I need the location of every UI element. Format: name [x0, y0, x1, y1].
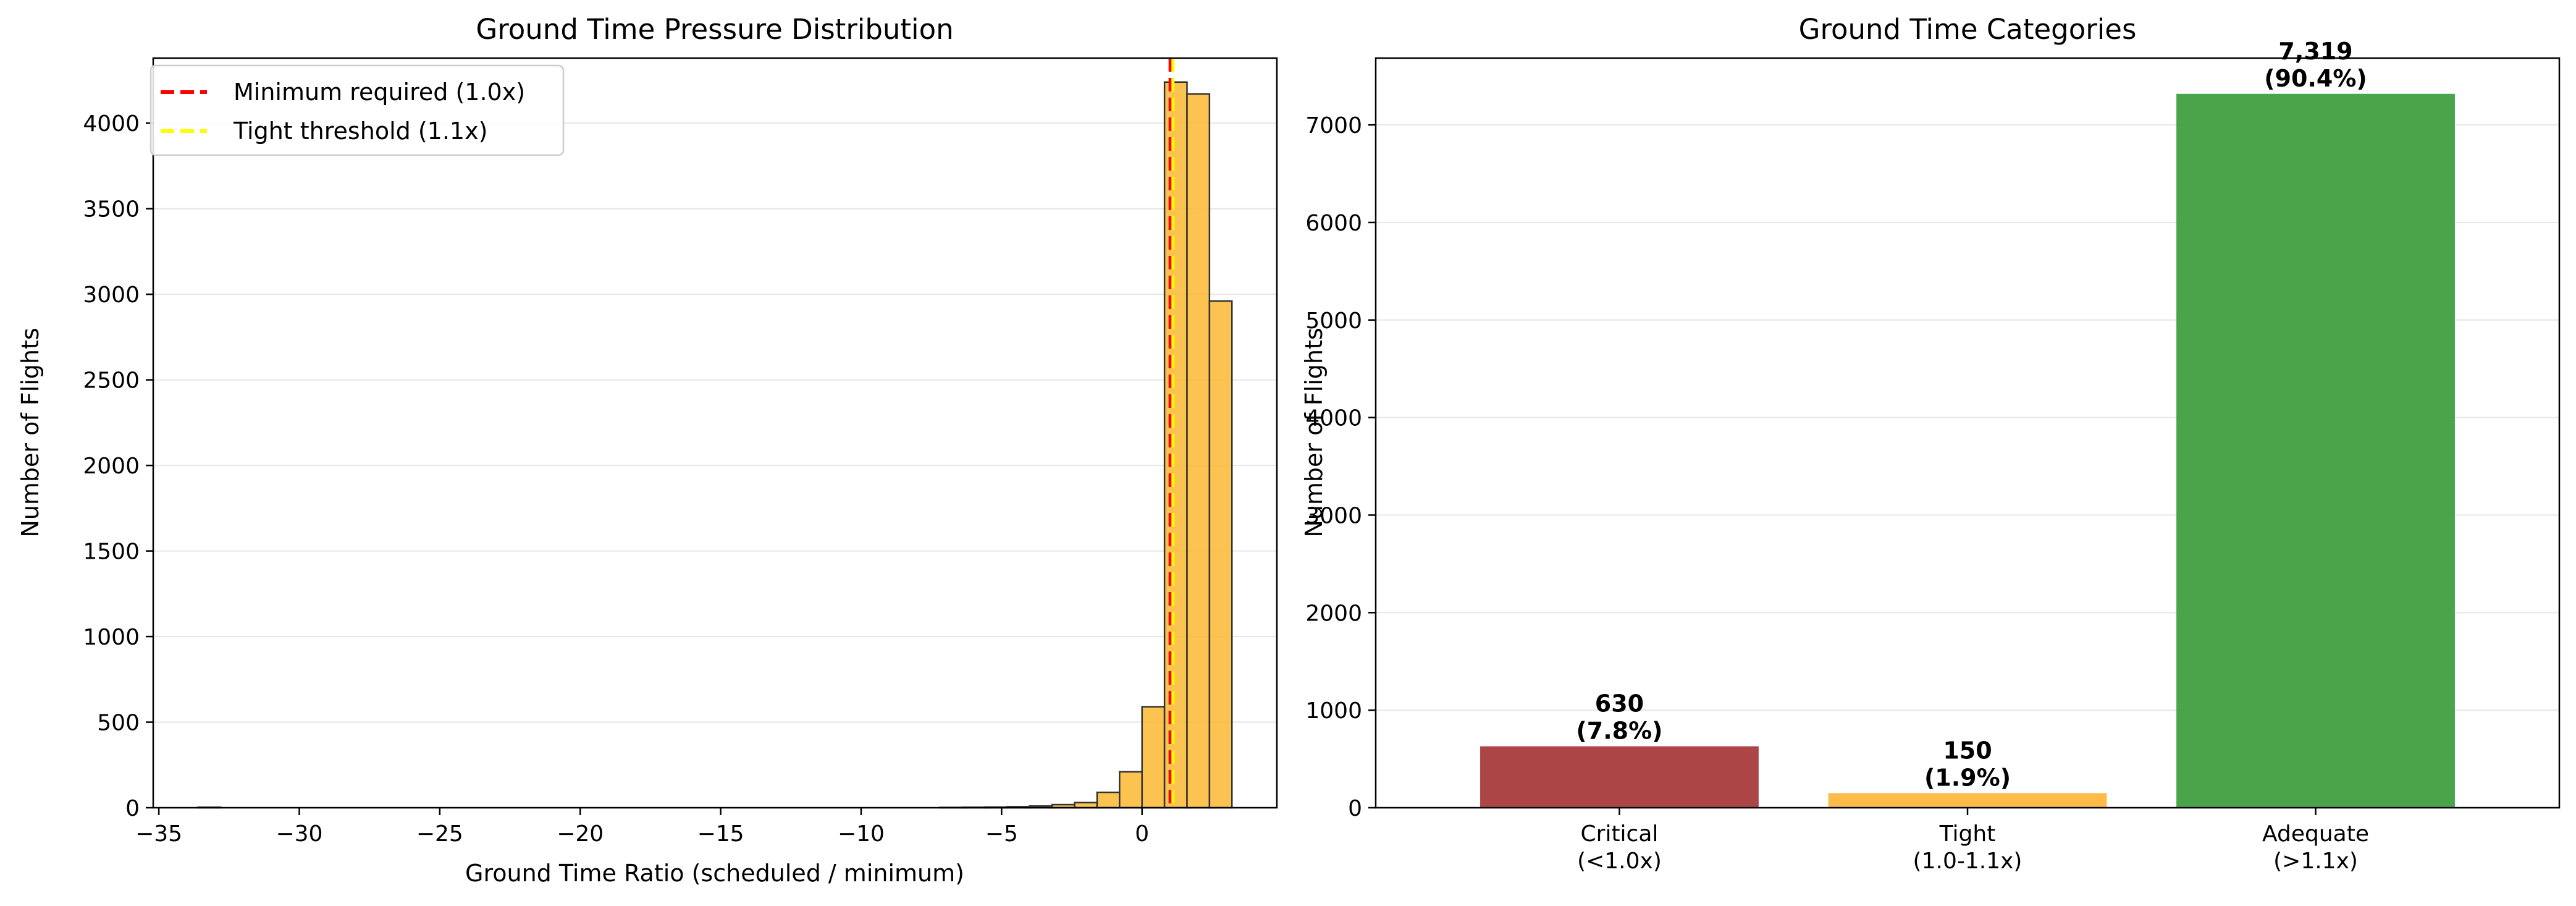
histogram-bar [1142, 707, 1164, 808]
category-percent-label: (90.4%) [2264, 65, 2367, 92]
category-range-label: (<1.0x) [1577, 849, 1662, 874]
histogram-legend: Minimum required (1.0x) Tight threshold … [151, 66, 563, 155]
histogram-title: Ground Time Pressure Distribution [476, 13, 953, 46]
histogram-bar [1164, 82, 1187, 808]
category-value-label: 630 [1595, 690, 1644, 718]
category-percent-label: (7.8%) [1576, 718, 1662, 745]
category-bar-critical [1480, 747, 1759, 808]
histogram-bar [1119, 772, 1142, 808]
histogram-axes-frame [153, 58, 1277, 808]
histogram-y-ticks: 0 500 1000 1500 2000 2500 3000 3500 4000 [83, 111, 153, 821]
histogram-x-axis-label: Ground Time Ratio (scheduled / minimum) [465, 860, 964, 887]
histogram-y-tick-label: 1500 [83, 540, 140, 565]
histogram-y-axis-label: Number of Flights [17, 328, 44, 537]
legend-minimum-label: Minimum required (1.0x) [234, 78, 525, 106]
histogram-x-tick-label: −15 [697, 821, 744, 847]
histogram-x-ticks: −35 −30 −25 −20 −15 −10 −5 0 [135, 808, 1149, 847]
category-value-label: 7,319 [2278, 38, 2352, 65]
histogram-y-tick-label: 3000 [83, 282, 140, 308]
legend-tight-label: Tight threshold (1.1x) [233, 117, 487, 145]
histogram-y-tick-label: 4000 [83, 111, 140, 137]
histogram-gridlines [153, 123, 1277, 808]
histogram-panel: −35 −30 −25 −20 −15 −10 −5 0 0 500 1000 1500 2000 25… [17, 13, 1277, 887]
histogram-x-tick-label: −35 [135, 821, 182, 847]
category-range-label: (1.0-1.1x) [1913, 849, 2022, 874]
category-range-label: (>1.1x) [2273, 849, 2358, 874]
category-value-label: 150 [1943, 737, 1992, 764]
categories-y-tick-label: 2000 [1305, 601, 1362, 626]
histogram-bars [198, 82, 1232, 808]
histogram-bar [1097, 792, 1119, 808]
histogram-y-tick-label: 3500 [83, 197, 140, 222]
histogram-x-tick-label: −10 [838, 821, 885, 847]
histogram-x-tick-label: 0 [1135, 821, 1149, 847]
category-name-label: Critical [1581, 821, 1659, 847]
histogram-y-tick-label: 2000 [83, 454, 140, 479]
category-bar-adequate [2176, 94, 2455, 808]
categories-title: Ground Time Categories [1799, 13, 2137, 46]
histogram-x-tick-label: −20 [557, 821, 604, 847]
categories-y-tick-label: 1000 [1305, 698, 1362, 724]
histogram-bar [1187, 94, 1209, 808]
histogram-y-tick-label: 1000 [83, 625, 140, 650]
histogram-x-tick-label: −30 [276, 821, 322, 847]
category-name-label: Tight [1939, 821, 1996, 847]
histogram-bar [1210, 301, 1232, 808]
histogram-x-tick-label: −25 [416, 821, 463, 847]
histogram-y-tick-label: 500 [97, 711, 140, 736]
histogram-y-tick-label: 0 [125, 796, 140, 821]
category-name-label: Adequate [2262, 821, 2369, 847]
category-percent-label: (1.9%) [1924, 764, 2011, 791]
histogram-x-tick-label: −5 [985, 821, 1018, 847]
categories-y-tick-label: 0 [1348, 796, 1362, 821]
categories-x-ticks: Critical(<1.0x) Tight(1.0-1.1x) Adequate(>… [1577, 808, 2369, 874]
category-bar-tight [1829, 793, 2107, 808]
categories-y-tick-label: 6000 [1305, 211, 1362, 236]
categories-y-tick-label: 7000 [1305, 113, 1362, 138]
histogram-y-tick-label: 2500 [83, 368, 140, 394]
categories-y-axis-label: Number of Flights [1300, 328, 1328, 537]
